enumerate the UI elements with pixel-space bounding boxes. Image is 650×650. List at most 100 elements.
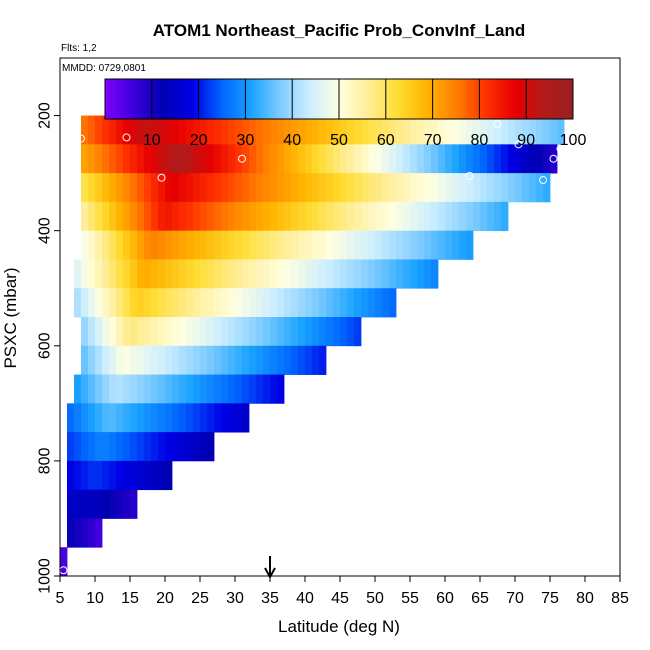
heat-cell	[214, 345, 222, 375]
heat-cell	[347, 317, 355, 347]
mmdd-label: MMDD: 0729,0801	[62, 63, 146, 74]
colorbar-slice	[354, 79, 359, 119]
heat-cell	[165, 115, 173, 145]
heat-cell	[158, 115, 166, 145]
heat-cell	[186, 317, 194, 347]
heat-cell	[557, 115, 565, 145]
y-axis-label: PSXC (mbar)	[1, 267, 20, 368]
heat-cell	[200, 173, 208, 203]
heat-cell	[123, 345, 131, 375]
colorbar-slice	[139, 79, 143, 119]
colorbar-tick-label: 20	[190, 132, 208, 149]
heat-cell	[88, 144, 96, 174]
heat-cell	[109, 374, 117, 404]
heat-cell	[151, 144, 159, 174]
heat-cell	[81, 288, 89, 318]
colorbar-slice	[242, 79, 246, 119]
heat-cell	[312, 173, 320, 203]
heat-cell	[109, 403, 117, 433]
colorbar-slice	[538, 79, 543, 119]
heat-cell	[291, 288, 299, 318]
colorbar-slice	[569, 79, 574, 119]
heat-cell	[242, 201, 250, 232]
heat-cell	[165, 432, 173, 462]
heat-cell	[396, 201, 404, 232]
heat-cell	[144, 230, 152, 260]
heat-cell	[193, 259, 201, 289]
heat-cell	[235, 173, 243, 203]
flight-point	[556, 144, 565, 153]
heat-cell	[221, 115, 229, 145]
heat-cell	[74, 374, 82, 404]
colorbar-slice	[161, 79, 165, 119]
x-axis-label: Latitude (deg N)	[278, 617, 400, 636]
heat-cell	[242, 230, 250, 260]
heat-cell	[340, 144, 348, 174]
heat-cell	[186, 288, 194, 318]
heat-cell	[375, 201, 383, 232]
heat-cell	[438, 173, 446, 203]
heat-cell	[81, 173, 89, 203]
heat-cell	[284, 317, 292, 347]
heat-cell	[172, 374, 180, 404]
heat-cell	[172, 403, 180, 433]
heat-cell	[249, 259, 257, 289]
colorbar-slice	[301, 79, 306, 119]
colorbar-slice	[451, 79, 455, 119]
colorbar-slice	[548, 79, 552, 119]
heat-cell	[158, 201, 166, 232]
heat-cell	[123, 460, 131, 491]
heat-cell	[102, 374, 110, 404]
heat-cell	[158, 144, 166, 174]
heat-cell	[81, 460, 89, 491]
heat-cell	[158, 173, 166, 203]
heat-cell	[123, 288, 131, 318]
heat-cell	[158, 403, 166, 433]
heat-cell	[116, 288, 124, 318]
heat-cell	[165, 345, 173, 375]
heat-cell	[333, 259, 341, 289]
heat-cell	[186, 374, 194, 404]
heat-cell	[165, 201, 173, 232]
heat-cell	[431, 230, 439, 260]
colorbar-slice	[370, 79, 374, 119]
y-tick-label: 1000	[37, 558, 54, 594]
heat-cell	[221, 230, 229, 260]
heat-cell	[508, 173, 516, 203]
colorbar-slice	[526, 79, 530, 119]
heat-cell	[347, 144, 355, 174]
heat-cell	[109, 432, 117, 462]
colorbar-slice	[554, 79, 558, 119]
heat-cell	[298, 201, 306, 232]
heat-cell	[186, 115, 194, 145]
heat-cell	[221, 288, 229, 318]
heat-cell	[445, 144, 453, 174]
heat-cell	[88, 460, 96, 491]
colorbar-slice	[485, 79, 490, 119]
heat-cell	[130, 432, 138, 462]
heat-cell	[354, 115, 362, 145]
heat-cell	[137, 201, 145, 232]
heat-cell	[172, 230, 180, 260]
heat-cell	[466, 115, 474, 145]
colorbar-slice	[273, 79, 278, 119]
heat-cell	[116, 403, 124, 433]
colorbar-tick-label: 90	[517, 132, 535, 149]
colorbar-slice	[289, 79, 293, 119]
heat-cell	[480, 144, 488, 174]
colorbar-slice	[385, 79, 390, 119]
heat-cell	[340, 259, 348, 289]
heat-cell	[263, 345, 271, 375]
heat-cell	[473, 201, 481, 232]
heat-cell	[340, 201, 348, 232]
heat-cell	[95, 173, 103, 203]
heat-cell	[102, 460, 110, 491]
heat-cell	[102, 288, 110, 318]
heat-cell	[277, 230, 285, 260]
heat-cell	[263, 288, 271, 318]
heat-cell	[431, 201, 439, 232]
heat-cell	[207, 432, 215, 462]
colorbar-slice	[329, 79, 334, 119]
heat-cell	[200, 201, 208, 232]
colorbar-slice	[261, 79, 265, 119]
